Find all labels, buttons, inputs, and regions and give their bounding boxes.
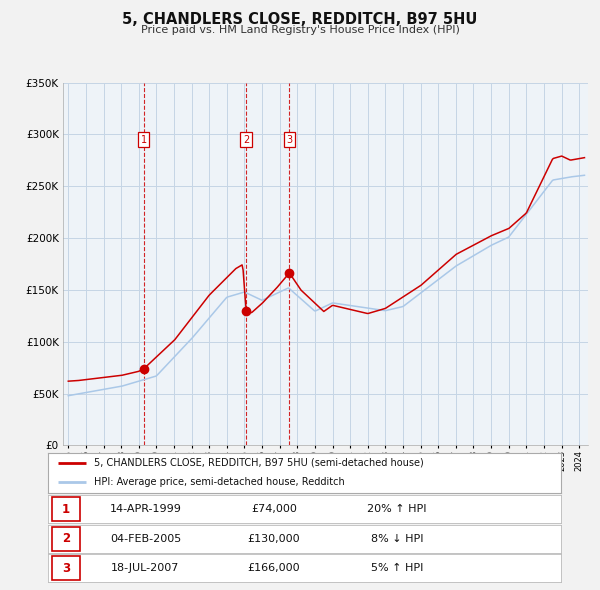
Text: 5% ↑ HPI: 5% ↑ HPI	[371, 563, 423, 573]
Text: 20% ↑ HPI: 20% ↑ HPI	[367, 504, 427, 514]
Text: £74,000: £74,000	[251, 504, 296, 514]
Text: 5, CHANDLERS CLOSE, REDDITCH, B97 5HU (semi-detached house): 5, CHANDLERS CLOSE, REDDITCH, B97 5HU (s…	[94, 458, 424, 468]
Text: 18-JUL-2007: 18-JUL-2007	[111, 563, 179, 573]
Text: 1: 1	[62, 503, 70, 516]
Text: 2: 2	[243, 135, 249, 145]
Text: HPI: Average price, semi-detached house, Redditch: HPI: Average price, semi-detached house,…	[94, 477, 345, 487]
FancyBboxPatch shape	[52, 527, 80, 550]
Text: 1: 1	[141, 135, 147, 145]
Text: 3: 3	[62, 562, 70, 575]
Text: 14-APR-1999: 14-APR-1999	[110, 504, 181, 514]
FancyBboxPatch shape	[52, 556, 80, 580]
Text: 04-FEB-2005: 04-FEB-2005	[110, 534, 181, 543]
Text: 5, CHANDLERS CLOSE, REDDITCH, B97 5HU: 5, CHANDLERS CLOSE, REDDITCH, B97 5HU	[122, 12, 478, 27]
FancyBboxPatch shape	[52, 497, 80, 521]
Text: 3: 3	[286, 135, 292, 145]
Text: £130,000: £130,000	[247, 534, 300, 543]
Text: 2: 2	[62, 532, 70, 545]
Text: Price paid vs. HM Land Registry's House Price Index (HPI): Price paid vs. HM Land Registry's House …	[140, 25, 460, 35]
Text: £166,000: £166,000	[247, 563, 300, 573]
Text: 8% ↓ HPI: 8% ↓ HPI	[371, 534, 423, 543]
